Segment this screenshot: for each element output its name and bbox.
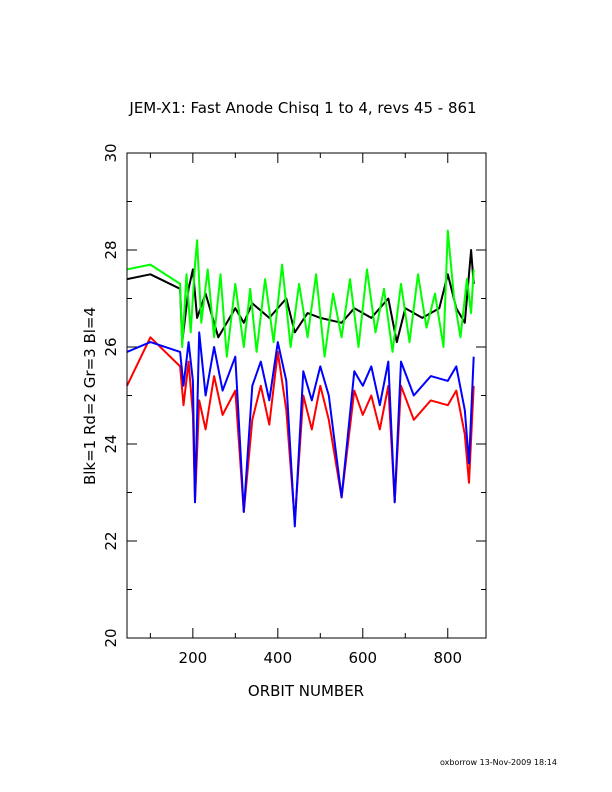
y-tick-label: 30 — [102, 143, 120, 162]
x-tick-label: 400 — [264, 649, 293, 667]
y-tick-label: 24 — [102, 434, 120, 453]
series-black-line — [126, 249, 475, 344]
y-tick-label: 26 — [102, 337, 120, 356]
footer-stamp: oxborrow 13-Nov-2009 18:14 — [440, 758, 557, 767]
y-tick-label: 20 — [102, 628, 120, 647]
series-green-line — [126, 229, 475, 358]
axes-layer — [127, 152, 486, 639]
plot-frame — [126, 152, 487, 639]
series-layer — [126, 229, 475, 528]
y-tick-label: 22 — [102, 531, 120, 550]
x-tick-label: 600 — [348, 649, 377, 667]
tick-label-layer: 200 400 600 800 20 22 24 26 28 30 — [102, 143, 462, 667]
y-tick-label: 28 — [102, 240, 120, 259]
y-axis-label: Blk=1 Rd=2 Gr=3 Bl=4 — [81, 307, 99, 485]
x-tick-label: 200 — [179, 649, 208, 667]
chart-title: JEM-X1: Fast Anode Chisq 1 to 4, revs 45… — [128, 99, 476, 117]
x-axis-label: ORBIT NUMBER — [248, 682, 364, 700]
x-tick-label: 800 — [433, 649, 462, 667]
series-blue-line — [126, 331, 475, 528]
